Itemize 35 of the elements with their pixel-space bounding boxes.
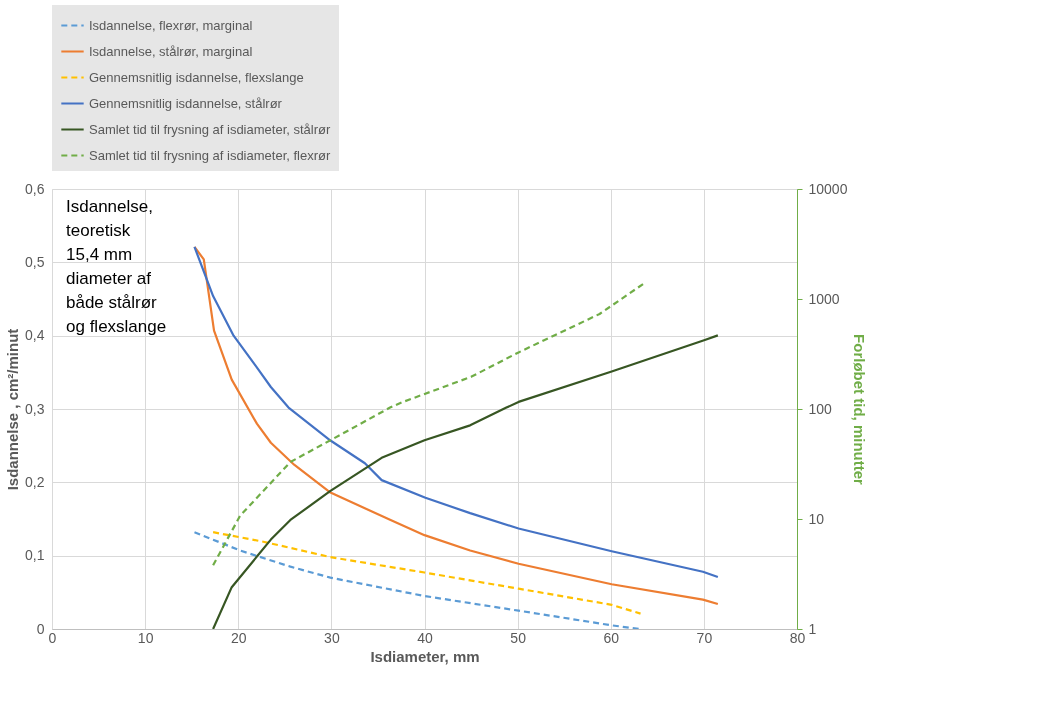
y-axis-title: Isdannelse , cm²/minut <box>4 328 22 491</box>
line-series <box>212 334 719 629</box>
legend-label: Samlet tid til frysning af isdiameter, stålrør <box>89 121 331 137</box>
legend-label: Samlet tid til frysning af isdiameter, flexrør <box>89 147 331 163</box>
x-tick-label: 70 <box>696 629 713 646</box>
line-series <box>212 531 642 615</box>
x-tick-label: 80 <box>789 629 806 646</box>
y-tick-label: 0,5 <box>25 253 45 270</box>
x-tick-label: 10 <box>137 629 154 646</box>
annotation: Isdannelse, teoretisk <box>66 197 153 240</box>
x-tick-label: 30 <box>324 629 340 646</box>
x-tick-label: 60 <box>603 629 620 646</box>
y2-tick-label: 10000 <box>808 180 848 197</box>
x-tick-label: 0 <box>48 629 57 646</box>
y2-tick-label: 1 <box>808 620 817 637</box>
legend-label: Gennemsnitlig isdannelse, flexslange <box>89 69 304 85</box>
y-tick-label: 0,1 <box>25 547 45 564</box>
legend-label: Isdannelse, flexrør, marginal <box>89 17 253 33</box>
y2-tick-label: 100 <box>808 400 833 417</box>
y2-tick-label: 10 <box>808 510 825 527</box>
x-tick-label: 20 <box>230 629 247 646</box>
x-tick-label: 40 <box>417 629 433 646</box>
y-tick-label: 0,6 <box>25 180 45 197</box>
y-tick-label: 0,4 <box>25 327 45 344</box>
x-axis-title: Isdiameter, mm <box>370 647 480 665</box>
y2-axis-title: Forløbet tid, minutter <box>851 334 869 486</box>
legend-label: Isdannelse, stålrør, marginal <box>89 43 253 59</box>
y-tick-label: 0,3 <box>25 400 45 417</box>
legend-label: Gennemsnitlig isdannelse, stålrør <box>89 95 283 111</box>
x-tick-label: 50 <box>510 629 527 646</box>
annotation: 15,4 mm diameter af både stålrør og flexslange <box>66 245 167 336</box>
y2-tick-label: 1000 <box>808 290 840 307</box>
line-series <box>193 531 641 629</box>
line-series <box>212 282 646 567</box>
y-tick-label: 0,2 <box>25 473 45 490</box>
